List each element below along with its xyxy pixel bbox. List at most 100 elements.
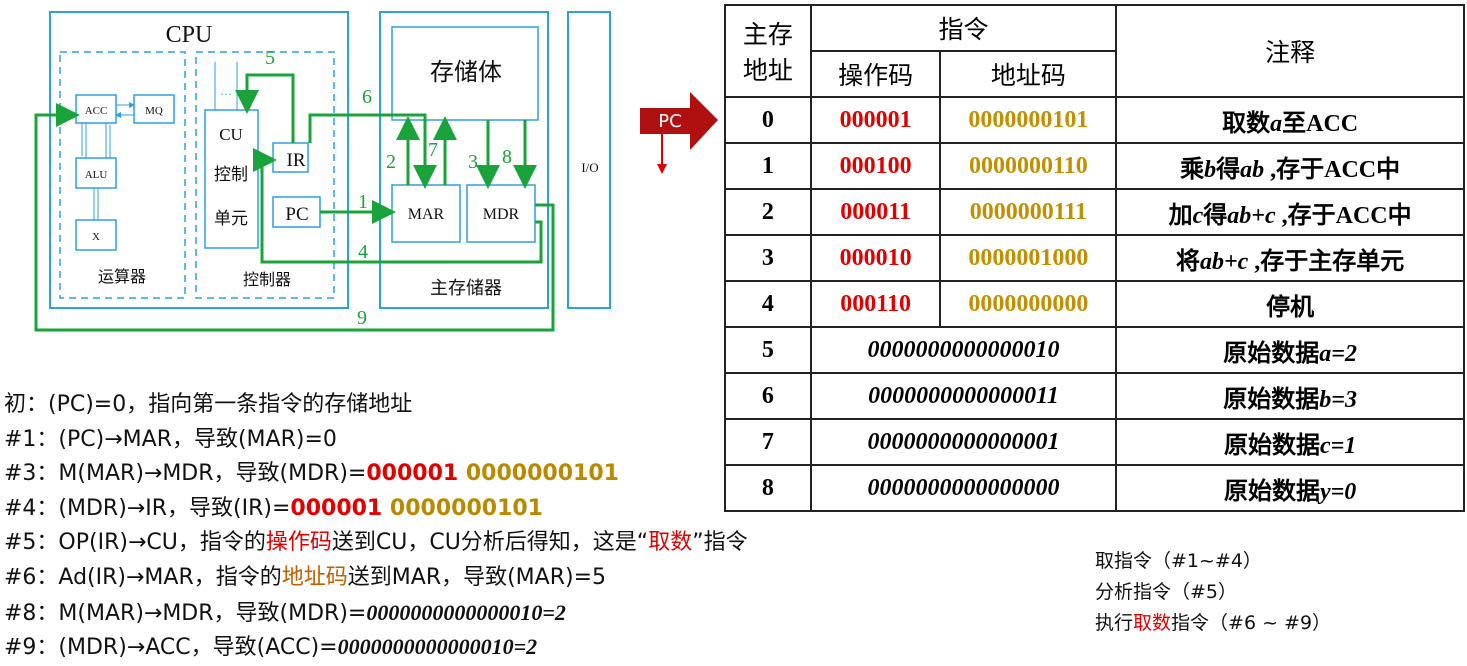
main-memory-label: 主存储器 [430, 278, 502, 298]
cu-label-2: 控制 [214, 165, 248, 184]
addr-code-cell: 0000000101 [939, 96, 1118, 144]
io-label: I/O [581, 160, 598, 175]
address-cell: 5 [724, 326, 812, 374]
table-row: 0 000001 0000000101 取数a至ACC [724, 96, 1465, 144]
down-arrow-icon [657, 164, 667, 174]
x-box [75, 219, 117, 251]
step-6: #6：Ad(IR)→MAR，指令的地址码送到MAR，导致(MAR)=5 [4, 564, 607, 590]
data-value-cell: 0000000000000011 [809, 372, 1118, 420]
note-cell: 原始数据c=1 [1115, 418, 1465, 466]
data-value-cell: 0000000000000000 [809, 464, 1118, 512]
opcode-cell: 000100 [809, 142, 942, 190]
pc-pointer: PC [640, 92, 718, 174]
storage-box [391, 26, 539, 121]
mq-label: MQ [145, 105, 163, 117]
opcode-cell: 000110 [809, 280, 942, 328]
phase-summary: 取指令（#1~#4） 分析指令（#5） 执行取数指令（#6 ~ #9） [1095, 546, 1331, 639]
mq-box [133, 94, 175, 124]
step-label-6: 6 [362, 86, 372, 108]
note-cell: 原始数据b=3 [1115, 372, 1465, 420]
cu-box [204, 109, 259, 249]
address-cell: 6 [724, 372, 812, 420]
phase-execute: 执行取数指令（#6 ~ #9） [1095, 612, 1332, 634]
table-row: 3 000010 0000001000 将ab+c ,存于主存单元 [724, 234, 1465, 282]
table-row: 4 000110 0000000000 停机 [724, 280, 1465, 328]
ir-label: IR [287, 150, 306, 171]
mdr-box [466, 184, 536, 243]
storage-label: 存储体 [430, 59, 502, 86]
table-row: 8 0000000000000000 原始数据y=0 [724, 464, 1465, 512]
cu-label-1: CU [219, 125, 243, 144]
alu-group-box [59, 51, 186, 299]
step-9: #9：(MDR)→ACC，导致(ACC)=0000000000000010=2 [4, 634, 538, 661]
address-cell: 8 [724, 464, 812, 512]
step-label-5: 5 [265, 47, 275, 69]
step-label-1: 1 [358, 191, 368, 213]
data-value-cell: 0000000000000010 [809, 326, 1118, 374]
address-cell: 7 [724, 418, 812, 466]
opcode-cell: 000011 [809, 188, 942, 236]
cpu-label: CPU [166, 22, 213, 48]
header-address: 主存 地址 [724, 4, 812, 98]
opcode-cell: 000001 [809, 96, 942, 144]
step-3: #3：M(MAR)→MDR，导致(MDR)=000001 0000000101 [4, 461, 619, 487]
address-cell: 3 [724, 234, 812, 282]
io-box [567, 11, 611, 309]
note-cell: 取数a至ACC [1115, 96, 1465, 144]
address-cell: 4 [724, 280, 812, 328]
opcode-cell: 000010 [809, 234, 942, 282]
addr-code-cell: 0000001000 [939, 234, 1118, 282]
note-cell: 乘b得ab ,存于ACC中 [1115, 142, 1465, 190]
header-addr-code: 地址码 [939, 50, 1118, 98]
table-row: 1 000100 0000000110 乘b得ab ,存于ACC中 [724, 142, 1465, 190]
header-instruction: 指令 [809, 4, 1118, 52]
step-label-7: 7 [428, 139, 438, 161]
alu-group-label: 运算器 [98, 267, 146, 286]
control-group-label: 控制器 [243, 271, 291, 289]
table-row: 6 0000000000000011 原始数据b=3 [724, 372, 1465, 420]
cu-label-3: 单元 [214, 209, 248, 228]
note-cell: 原始数据a=2 [1115, 326, 1465, 374]
step-8: #8：M(MAR)→MDR，导致(MDR)=0000000000000010=2 [4, 599, 566, 626]
step-label-9: 9 [357, 307, 367, 329]
note-cell: 将ab+c ,存于主存单元 [1115, 234, 1465, 282]
main-memory-box [379, 11, 549, 309]
address-cell: 2 [724, 188, 812, 236]
path-4 [253, 148, 543, 264]
phase-analyze: 分析指令（#5） [1095, 581, 1238, 603]
mdr-label: MDR [483, 206, 520, 223]
step-label-4: 4 [358, 241, 368, 263]
table-row: 7 0000000000000001 原始数据c=1 [724, 418, 1465, 466]
note-cell: 停机 [1115, 280, 1465, 328]
pc-label: PC [285, 204, 308, 225]
addr-code-cell: 0000000000 [939, 280, 1118, 328]
step-init: 初：(PC)=0，指向第一条指令的存储地址 [4, 392, 413, 417]
step-label-2: 2 [386, 151, 396, 173]
step-4: #4：(MDR)→IR，导致(IR)=000001 0000000101 [4, 495, 543, 521]
step-list: 初：(PC)=0，指向第一条指令的存储地址 #1：(PC)→MAR，导致(MAR… [4, 388, 748, 665]
addr-code-cell: 0000000111 [939, 188, 1118, 236]
memory-table: 主存 地址 指令 注释 操作码 地址码 0 000001 0000000101 取… [724, 4, 1465, 512]
x-label: X [92, 231, 100, 243]
pc-pointer-arrow-icon [640, 92, 718, 150]
phase-fetch: 取指令（#1~#4） [1095, 550, 1262, 572]
alu-box [75, 157, 117, 189]
cpu-memory-diagram: CPU ACC MQ ALU X 运算器 CU 控制 单元 … IR PC 控制… [34, 11, 611, 332]
table-row: 2 000011 0000000111 加c得ab+c ,存于ACC中 [724, 188, 1465, 236]
header-opcode: 操作码 [809, 50, 942, 98]
header-note: 注释 [1115, 4, 1465, 98]
step-5: #5：OP(IR)→CU，指令的操作码送到CU，CU分析后得知，这是“取数”指令 [4, 530, 748, 556]
mar-label: MAR [408, 206, 445, 223]
address-cell: 0 [724, 96, 812, 144]
path-5 [235, 73, 295, 143]
step-label-8: 8 [502, 146, 512, 168]
acc-label: ACC [85, 105, 108, 117]
note-cell: 加c得ab+c ,存于ACC中 [1115, 188, 1465, 236]
cpu-box [49, 11, 349, 309]
note-cell: 原始数据y=0 [1115, 464, 1465, 512]
address-cell: 1 [724, 142, 812, 190]
pc-pointer-label: PC [658, 111, 681, 132]
addr-code-cell: 0000000110 [939, 142, 1118, 190]
path-9 [34, 103, 555, 332]
data-value-cell: 0000000000000001 [809, 418, 1118, 466]
